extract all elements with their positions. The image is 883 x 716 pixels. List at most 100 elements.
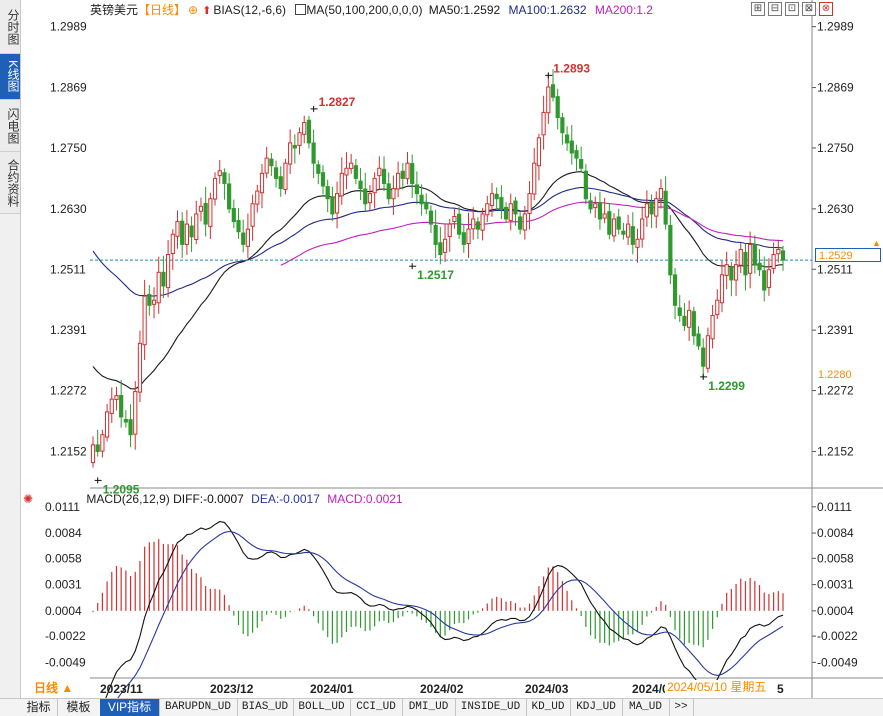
candle-body	[743, 251, 748, 276]
tab-vip-indicators[interactable]: VIP指标	[100, 699, 160, 716]
candle-body	[424, 201, 429, 210]
tab-barupdn[interactable]: BARUPDN_UD	[159, 699, 238, 716]
candle-body	[494, 193, 499, 200]
candle-body	[381, 168, 387, 184]
tab-kline[interactable]: K线图	[0, 54, 20, 100]
candle-body	[640, 218, 645, 240]
bias-arrow-icon: ⬆	[202, 5, 212, 17]
period-label[interactable]: 【日线】	[138, 3, 187, 17]
candle-body	[133, 391, 138, 435]
chart-legend: 英镑美元【日线】 ⊕ ⬆ BIAS(12,-6,6) MA(50,100,200,0,…	[90, 2, 653, 18]
macd-y-tick-label-left: -0.0022	[45, 629, 86, 643]
gear-icon[interactable]: ⊕	[188, 3, 199, 17]
candle-body	[762, 270, 767, 291]
candle-body	[710, 314, 715, 340]
candle-body	[780, 250, 786, 261]
candle-body	[621, 230, 626, 235]
candle-body	[90, 444, 96, 464]
tab-cci[interactable]: CCI_UD	[350, 699, 403, 716]
period-button[interactable]: 日线 ▲	[34, 681, 74, 695]
candle-body	[363, 188, 368, 205]
candle-body	[109, 398, 114, 414]
candle-body	[334, 193, 340, 214]
tab-bias[interactable]: BIAS_UD	[237, 699, 294, 716]
candle-body	[428, 210, 434, 225]
candle-body	[569, 140, 574, 154]
tab-templates[interactable]: 模板	[57, 699, 101, 716]
macd-y-tick-label-left: 0.0111	[45, 500, 80, 514]
close-icon[interactable]: ⊗	[819, 2, 833, 16]
candle-body	[273, 167, 279, 179]
candle-body	[626, 223, 631, 238]
current-price-arrow-icon: ▲	[872, 238, 881, 248]
candle-body	[255, 190, 260, 205]
candle-body	[264, 157, 269, 174]
y-tick-label-left: 1.2511	[50, 262, 86, 276]
candle-body	[137, 342, 143, 393]
candle-body	[142, 295, 147, 346]
tab-ma[interactable]: MA_UD	[622, 699, 670, 716]
candle-body	[104, 411, 110, 438]
candle-body	[180, 220, 185, 245]
candle-body	[522, 213, 527, 231]
tab-dmi[interactable]: DMI_UD	[402, 699, 456, 716]
sun-icon[interactable]: ✺	[23, 492, 34, 506]
move-right-icon[interactable]: ⊠	[802, 2, 816, 16]
candle-body	[236, 220, 241, 233]
candle-body	[574, 150, 579, 159]
y-tick-label-left: 1.2272	[50, 384, 87, 398]
candle-body	[771, 254, 776, 269]
ma50-line	[92, 171, 784, 390]
zoom-in-icon[interactable]: ⊞	[751, 2, 765, 16]
candle-body	[166, 254, 171, 289]
y-tick-label-right: 1.2511	[817, 262, 853, 276]
macd-panel	[92, 521, 784, 698]
bias-label: BIAS(12,-6,6)	[213, 3, 287, 17]
ma200-line	[280, 201, 784, 266]
candle-body	[410, 163, 415, 184]
candle-body	[414, 184, 419, 195]
candle-body	[147, 293, 152, 306]
move-left-icon[interactable]: ⊡	[785, 2, 799, 16]
candle-body	[588, 200, 593, 210]
candle-body	[475, 221, 480, 230]
candle-body	[353, 165, 358, 179]
extreme-label: 1.2517	[417, 268, 454, 282]
indicator-tab-bar: 指标 模板 VIP指标 BARUPDN_UD BIAS_UD BOLL_UD C…	[0, 698, 883, 716]
extreme-label: 1.2893	[553, 61, 590, 75]
candle-body	[339, 172, 344, 197]
candle-body	[550, 84, 556, 98]
candle-body	[100, 434, 105, 452]
tab-kd[interactable]: KD_UD	[526, 699, 571, 716]
tab-contract-info[interactable]: 合约资料	[0, 152, 20, 214]
candle-body	[733, 264, 739, 281]
candle-body	[715, 299, 720, 316]
y-tick-label-right: 1.2750	[817, 141, 854, 155]
tab-intraday[interactable]: 分时图	[0, 0, 20, 54]
y-tick-label-left: 1.2152	[50, 444, 87, 458]
extreme-label: 1.2827	[319, 95, 356, 109]
tab-boll[interactable]: BOLL_UD	[293, 699, 351, 716]
candle-body	[372, 177, 377, 194]
tab-inside[interactable]: INSIDE_UD	[455, 699, 527, 716]
candle-body	[400, 170, 405, 179]
candle-body	[701, 347, 706, 367]
tab-flash[interactable]: 闪电图	[0, 100, 20, 152]
candle-body	[316, 164, 321, 174]
tab-kdj[interactable]: KDJ_UD	[570, 699, 623, 716]
macd-dea-line	[117, 530, 784, 698]
ma-checkbox-icon[interactable]	[295, 4, 307, 15]
candle-body	[208, 198, 213, 227]
axes: 1.2989 1.2989 1.2869 1.2869 1.2750 1.2750 1.26…	[45, 20, 858, 696]
candle-body	[170, 233, 175, 254]
candle-body	[349, 162, 354, 170]
candle-body	[184, 223, 189, 245]
candle-body	[738, 248, 743, 266]
candle-body	[485, 203, 490, 216]
x-tick-label: 5	[777, 682, 784, 696]
candle-body	[114, 395, 119, 401]
zoom-out-icon[interactable]: ⊟	[768, 2, 782, 16]
more-tabs-button[interactable]: >>	[669, 699, 694, 716]
tab-indicators[interactable]: 指标	[20, 699, 58, 716]
